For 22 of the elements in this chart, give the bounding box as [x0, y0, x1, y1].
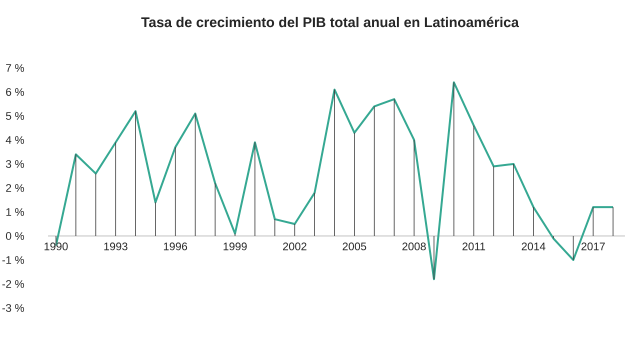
x-tick-label: 1990 [44, 242, 68, 250]
y-tick-label: 6 % [6, 88, 24, 96]
y-tick-label: -2 % [2, 280, 24, 288]
x-tick-label: 1996 [164, 242, 188, 250]
x-tick-label: 1999 [224, 242, 247, 250]
y-tick-label: 1 % [6, 208, 24, 216]
y-tick-label: -3 % [2, 304, 24, 312]
x-tick-label: 2017 [581, 242, 605, 250]
x-tick-label: 2005 [342, 242, 366, 250]
y-tick-label: 2 % [6, 184, 24, 192]
y-tick-label: 3 % [6, 160, 24, 168]
x-tick-label: 2014 [522, 242, 546, 250]
y-tick-label: 5 % [6, 112, 24, 120]
x-tick-label: 2011 [462, 242, 486, 250]
y-tick-label: 0 % [6, 232, 24, 240]
x-tick-label: 1993 [104, 242, 128, 250]
y-tick-label: 4 % [6, 136, 24, 144]
chart-title: Tasa de crecimiento del PIB total anual en Latinoamérica [141, 16, 519, 28]
y-tick-label: -1 % [2, 256, 24, 264]
y-tick-label: 7 % [6, 64, 24, 72]
x-tick-label: 2002 [283, 242, 306, 250]
x-tick-label: 2008 [402, 242, 426, 250]
